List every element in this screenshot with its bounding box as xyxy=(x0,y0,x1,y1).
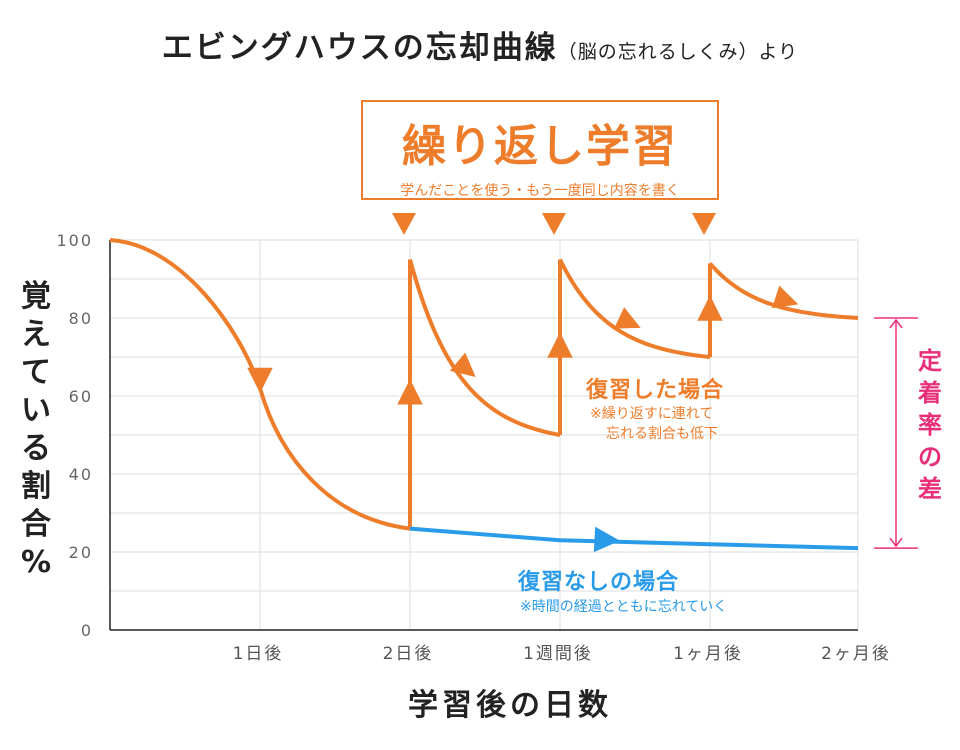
y-axis-label-char: え xyxy=(21,317,51,352)
x-tick-label: 1日後 xyxy=(233,644,284,664)
chart-title-main: エビングハウスの忘却曲線 xyxy=(161,30,558,66)
x-axis-label: 学習後の日数 xyxy=(408,688,612,723)
y-tick-label: 40 xyxy=(69,465,93,484)
noreview-curve-line xyxy=(409,526,859,551)
review-direction-arrow xyxy=(247,367,273,394)
x-tick-label: 1週間後 xyxy=(523,644,593,664)
retention-gap-label: 定 着 率 の 差 xyxy=(916,345,944,505)
review-marker-triangle xyxy=(692,213,716,235)
x-tick-label: 2日後 xyxy=(383,644,434,664)
y-axis-label-char: % xyxy=(20,545,52,580)
review-jump-arrow xyxy=(397,379,423,405)
review-curve-segment xyxy=(408,258,561,437)
review-curve-segment xyxy=(558,258,711,359)
y-axis-label-char: て xyxy=(21,355,51,390)
y-tick-label: 80 xyxy=(69,309,93,328)
gap-label-char: 定 xyxy=(918,347,942,375)
review-marker-triangle xyxy=(542,213,566,235)
review-note-line: 忘れる割合も低下 xyxy=(606,426,718,442)
x-tick-label: 2ヶ月後 xyxy=(821,644,891,664)
review-direction-arrow xyxy=(449,352,476,377)
review-note-line: ※繰り返すに連れて xyxy=(590,406,714,422)
callout-heading: 繰り返し学習 xyxy=(402,121,678,172)
review-marker-triangle xyxy=(392,213,416,235)
gap-bracket-arrow xyxy=(889,318,903,329)
gap-label-char: 着 xyxy=(918,379,942,407)
noreview-annotation-note: ※時間の経過とともに忘れていく xyxy=(520,599,728,615)
y-axis-label-char: る xyxy=(21,431,51,466)
y-tick-label: 20 xyxy=(69,543,93,562)
review-annotation-title: 復習した場合 xyxy=(586,378,725,403)
review-direction-arrow xyxy=(772,285,799,309)
y-tick-label: 60 xyxy=(69,387,93,406)
chart-title: エビングハウスの忘却曲線（脳の忘れるしくみ）より xyxy=(0,22,960,67)
review-jump-arrow xyxy=(547,332,573,358)
callout-note: 学んだことを使う・もう一度同じ内容を書く xyxy=(400,183,680,199)
y-axis-label-char: い xyxy=(21,393,51,428)
y-axis-label-char: 合 xyxy=(21,507,51,542)
gap-bracket-arrow xyxy=(889,537,903,548)
gap-label-char: 差 xyxy=(918,475,942,503)
review-curve-segment xyxy=(708,262,859,320)
review-annotation-note: ※繰り返すに連れて 忘れる割合も低下 xyxy=(590,404,718,444)
noreview-annotation-title: 復習なしの場合 xyxy=(518,570,680,595)
gap-label-char: の xyxy=(918,443,942,471)
y-axis-label-char: 割 xyxy=(21,469,51,504)
chart-title-sub: （脳の忘れるしくみ）より xyxy=(557,41,799,63)
repeat-learning-callout: 繰り返し学習 学んだことを使う・もう一度同じ内容を書く xyxy=(361,100,719,200)
y-axis-label: 覚 え て い る 割 合 % xyxy=(18,278,54,582)
noreview-direction-arrow xyxy=(593,526,620,553)
review-jump-arrow xyxy=(697,295,723,321)
y-axis-label-char: 覚 xyxy=(21,279,51,314)
gap-label-char: 率 xyxy=(918,411,942,439)
review-direction-arrow xyxy=(614,307,641,329)
y-tick-label: 100 xyxy=(56,231,93,250)
y-tick-label: 0 xyxy=(81,621,93,640)
x-tick-label: 1ヶ月後 xyxy=(673,644,743,664)
